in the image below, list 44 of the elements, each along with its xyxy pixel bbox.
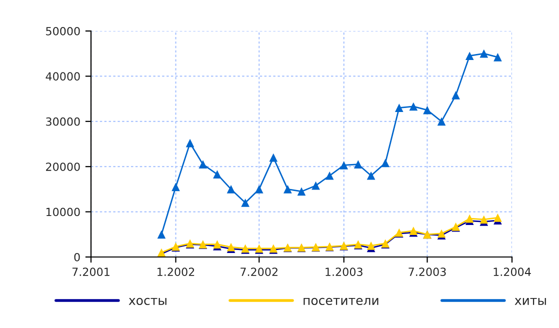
point	[381, 158, 390, 168]
point	[186, 138, 194, 148]
point	[312, 181, 320, 190]
point	[172, 182, 180, 192]
point	[494, 214, 502, 222]
point	[480, 215, 488, 224]
point	[226, 185, 236, 194]
point	[284, 185, 292, 194]
point	[213, 170, 222, 178]
point	[254, 185, 264, 194]
point	[297, 187, 306, 196]
x-tick-label: 1.2003	[326, 268, 362, 276]
x-tick-label: 1.2004	[494, 268, 531, 276]
point	[494, 53, 502, 62]
point	[269, 153, 278, 162]
legend-label: хосты	[128, 298, 166, 306]
point	[423, 106, 432, 114]
point	[409, 102, 418, 111]
point	[325, 171, 334, 180]
y-tick-label: 10000	[46, 208, 80, 216]
y-tick-label: 30000	[46, 117, 80, 126]
y-tick-label: 20000	[46, 162, 80, 171]
point	[366, 171, 376, 180]
y-tick-label: 50000	[46, 26, 80, 36]
point	[354, 160, 362, 169]
y-tick-label: 0	[74, 252, 80, 262]
legend-label: хиты	[514, 298, 546, 305]
point	[394, 104, 404, 112]
point	[241, 198, 250, 207]
point	[465, 52, 474, 60]
point	[480, 49, 488, 58]
y-tick-label: 40000	[46, 72, 80, 81]
point	[198, 160, 208, 169]
x-tick-label: 7.2002	[240, 268, 278, 276]
point	[366, 242, 376, 250]
legend-label: посетители	[304, 298, 378, 306]
x-tick-label: 7.2001	[72, 268, 110, 276]
x-tick-label: 7.2003	[408, 268, 446, 276]
point	[340, 161, 348, 170]
point	[465, 214, 474, 223]
point	[157, 230, 166, 239]
x-tick-label: 1.2002	[158, 268, 194, 276]
point	[437, 117, 446, 126]
point	[452, 91, 460, 100]
